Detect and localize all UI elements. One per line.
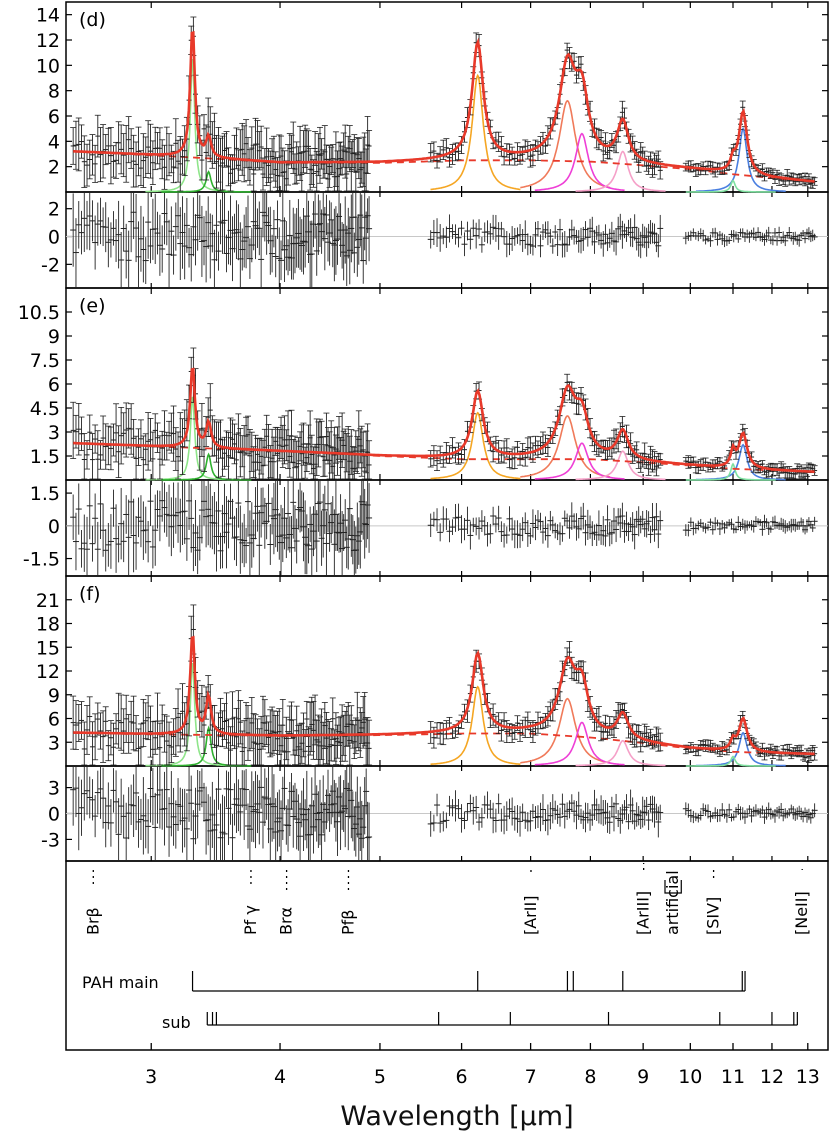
panel-e-ytick-label: 4.5	[30, 398, 60, 420]
panel-f-ytick-label: 18	[36, 614, 60, 636]
panel-e-ytick-label: 6	[48, 374, 60, 396]
panel-d-ytick-label: 8	[48, 81, 60, 103]
panel-f-continuum-line	[73, 731, 815, 755]
panel-d-pah-8-6-profile	[575, 150, 666, 192]
panel-f-ytick-label: 15	[36, 637, 60, 659]
panel-e-pah-3-4-profile	[161, 452, 252, 481]
panel-d-ytick-label: 10	[36, 55, 60, 77]
panel-d-continuum-line	[73, 150, 815, 183]
panel-f-data-points	[70, 604, 818, 860]
panel-d-residual-ytick-label: -2	[41, 254, 60, 276]
panel-e-ytick-label: 1.5	[30, 446, 60, 468]
panel-e-pah-7-8-profile	[534, 442, 625, 480]
panel-d-residual-ytick-label: 0	[48, 227, 60, 249]
panel-f-pah-7-8-profile	[534, 721, 625, 766]
panel-d-ytick-label: 14	[36, 5, 60, 27]
panel-e-model-fit-line	[73, 367, 815, 473]
panel-d-pah-11-2-profile	[695, 127, 786, 192]
panel-d-model-fit-line	[73, 30, 815, 183]
panel-f-pah-11-0-profile	[685, 755, 776, 767]
panel-d-pah-6-2-profile	[430, 73, 521, 191]
panel-d-data-points	[70, 16, 818, 287]
panel-d-ytick-label: 2	[48, 157, 60, 179]
panel-f-label: (f)	[79, 583, 101, 605]
panel-d-pah-7-8-profile	[534, 132, 625, 192]
panel-f-ytick-label: 6	[48, 709, 60, 731]
panel-e-pah-6-2-profile	[430, 411, 521, 480]
panel-e-data-points	[70, 347, 818, 575]
panel-e-residual-ytick-label: -1.5	[23, 549, 60, 571]
panel-d-residual-ytick-label: 2	[48, 199, 60, 221]
panel-e-residual-ytick-label: 0	[48, 516, 60, 538]
panel-f-pah-7-7-profile	[520, 697, 611, 764]
panel-e-pah-11-0-profile	[685, 462, 776, 481]
panel-d-label: (d)	[79, 9, 106, 31]
panel-e-ytick-label: 7.5	[30, 350, 60, 372]
panel-f-ytick-label: 21	[36, 590, 60, 612]
panel-d-pah-7-7-profile	[520, 99, 611, 189]
panel-f-ytick-label: 12	[36, 661, 60, 683]
panel-d-ytick-label: 6	[48, 106, 60, 128]
panel-f-residual-ytick-label: 0	[48, 804, 60, 826]
panel-d-ytick-label: 4	[48, 131, 60, 153]
panel-e-label: (e)	[79, 295, 106, 317]
panel-d-pah-11-0-profile	[685, 179, 776, 193]
panel-f-ytick-label: 3	[48, 732, 60, 754]
panel-e-ytick-label: 10.5	[18, 302, 60, 324]
panel-e-pah-8-6-profile	[575, 450, 666, 481]
panel-e-continuum-line	[73, 442, 815, 473]
panel-f-pah-8-6-profile	[575, 739, 666, 767]
panel-f-pah-3-4-profile	[161, 725, 252, 767]
panel-f-ytick-label: 9	[48, 685, 60, 707]
panel-e-ytick-label: 9	[48, 326, 60, 348]
panel-f-residual-ytick-label: -3	[41, 829, 60, 851]
panel-e-pah-7-7-profile	[520, 415, 611, 478]
panel-f-pah-6-2-profile	[430, 685, 521, 766]
panel-d-ytick-label: 12	[36, 30, 60, 52]
panel-e-ytick-label: 3	[48, 422, 60, 444]
panel-d-pah-3-4-profile	[161, 170, 252, 193]
panel-f-residual-ytick-label: 3	[48, 778, 60, 800]
panel-e-residual-ytick-label: 1.5	[30, 483, 60, 505]
